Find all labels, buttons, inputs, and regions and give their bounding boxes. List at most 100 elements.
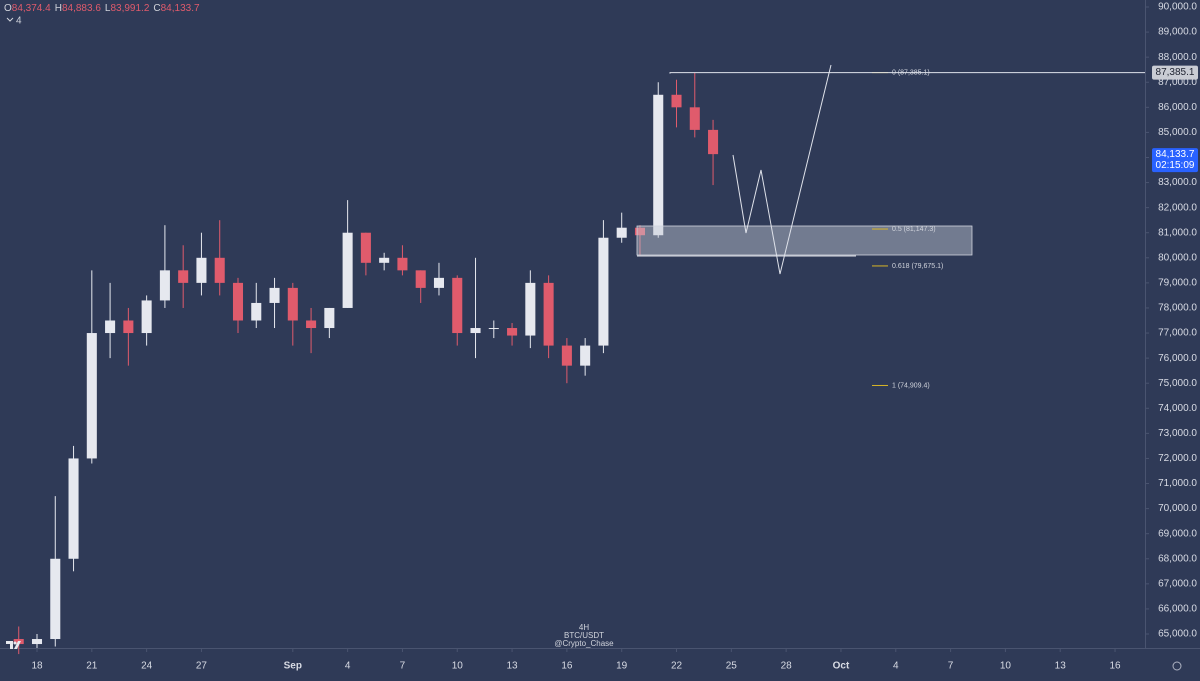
y-tick-label: 82,000.0: [1158, 202, 1197, 213]
y-tick-label: 81,000.0: [1158, 227, 1197, 238]
y-tick-label: 66,000.0: [1158, 604, 1197, 615]
last-price-box: [1152, 148, 1198, 173]
tradingview-logo[interactable]: [6, 641, 21, 649]
x-tick-label: 28: [781, 661, 793, 672]
candle-body: [141, 300, 152, 334]
y-tick-label: 70,000.0: [1158, 503, 1197, 514]
y-tick-label: 79,000.0: [1158, 278, 1197, 289]
demand-zone: [636, 225, 973, 256]
fib-label: 0.5 (81,147.3): [892, 226, 936, 233]
y-tick-label: 85,000.0: [1158, 127, 1197, 138]
candle-body: [31, 639, 43, 645]
y-tick-label: 71,000.0: [1158, 478, 1197, 489]
x-tick-label: 18: [31, 661, 43, 672]
collapse-chevron[interactable]: [6, 17, 14, 22]
candle-body: [634, 227, 645, 236]
candle-body: [105, 320, 116, 334]
x-tick-label: 24: [141, 661, 153, 672]
candle-body: [452, 277, 463, 334]
indicator-count: 4: [16, 16, 22, 27]
projection-path: [732, 64, 832, 275]
x-tick-label: 27: [196, 661, 208, 672]
candle-body: [287, 287, 298, 321]
candle-body: [470, 328, 481, 334]
candle-body: [232, 282, 244, 321]
y-tick-label: 86,000.0: [1158, 102, 1197, 113]
candle-body: [123, 320, 134, 334]
x-tick-label: 7: [400, 661, 406, 672]
watermark-author: @Crypto_Chase: [554, 639, 614, 648]
candle-body: [50, 558, 61, 640]
candle-body: [507, 328, 518, 336]
y-tick-label: 68,000.0: [1158, 553, 1197, 564]
y-tick-label: 88,000.0: [1158, 52, 1197, 63]
x-tick-label: 25: [726, 661, 738, 672]
swing-high-line: [669, 72, 1145, 74]
y-tick-label: 65,000.0: [1158, 629, 1197, 640]
candle-body: [598, 237, 609, 346]
candle-body: [525, 282, 536, 336]
candle-body: [196, 257, 207, 283]
countdown: 02:15:09: [1156, 160, 1195, 171]
x-tick-label: 16: [1109, 661, 1121, 672]
x-tick-label: 19: [616, 661, 628, 672]
y-tick-label: 80,000.0: [1158, 252, 1197, 263]
candle-body: [178, 270, 189, 283]
candle-body: [269, 287, 280, 303]
candle-body: [68, 458, 79, 559]
fib-label: 1 (74,909.4): [892, 382, 930, 389]
y-tick-label: 75,000.0: [1158, 378, 1197, 389]
y-tick-label: 72,000.0: [1158, 453, 1197, 464]
ohlc-o: O84,374.4 H84,883.6 L83,991.2 C84,133.7: [4, 3, 200, 14]
x-tick-label: 16: [561, 661, 573, 672]
level-tag: 87,385.1: [1156, 67, 1195, 78]
last-price: 84,133.7: [1156, 149, 1195, 160]
x-tick-label: Sep: [284, 661, 302, 672]
level-tag-box: [1152, 65, 1198, 80]
y-tick-label: 76,000.0: [1158, 353, 1197, 364]
x-tick-label: 7: [948, 661, 954, 672]
candle-body: [653, 94, 664, 236]
y-tick-label: 74,000.0: [1158, 403, 1197, 414]
candle-body: [708, 129, 719, 155]
x-tick-label: 4: [893, 661, 899, 672]
settings-icon[interactable]: [1172, 661, 1182, 671]
y-tick-label: 78,000.0: [1158, 303, 1197, 314]
candle-body: [159, 270, 170, 301]
x-tick-label: 10: [452, 661, 464, 672]
fib-label: 0.618 (79,675.1): [892, 263, 943, 270]
candle-body: [306, 320, 317, 329]
candle-body: [415, 270, 426, 288]
candle-body: [671, 94, 682, 108]
x-tick-label: Oct: [833, 661, 850, 672]
x-tick-label: 13: [507, 661, 519, 672]
candle-body: [342, 232, 353, 308]
y-tick-label: 77,000.0: [1158, 328, 1197, 339]
y-tick-label: 83,000.0: [1158, 177, 1197, 188]
candle-body: [379, 257, 390, 263]
candle-body: [251, 302, 262, 321]
plot: [13, 72, 719, 655]
candle-body: [324, 307, 335, 329]
candle-body: [360, 232, 371, 263]
candle-body: [433, 277, 445, 288]
candle-body: [397, 257, 408, 271]
watermark-interval: 4H: [579, 623, 589, 632]
x-tick-label: 4: [345, 661, 351, 672]
x-tick-label: 13: [1055, 661, 1067, 672]
candle-body: [616, 227, 627, 238]
watermark-symbol: BTC/USDT: [564, 631, 604, 640]
candle-body: [580, 345, 591, 366]
candle-body: [689, 107, 700, 130]
candle-body: [488, 328, 499, 330]
y-tick-label: 87,000.0: [1158, 77, 1197, 88]
candle-body: [86, 333, 97, 459]
x-tick-label: 10: [1000, 661, 1012, 672]
y-tick-label: 67,000.0: [1158, 578, 1197, 589]
candle-body: [561, 345, 572, 366]
x-tick-label: 21: [86, 661, 98, 672]
x-tick-label: 22: [671, 661, 683, 672]
y-tick-label: 73,000.0: [1158, 428, 1197, 439]
y-tick-label: 69,000.0: [1158, 528, 1197, 539]
